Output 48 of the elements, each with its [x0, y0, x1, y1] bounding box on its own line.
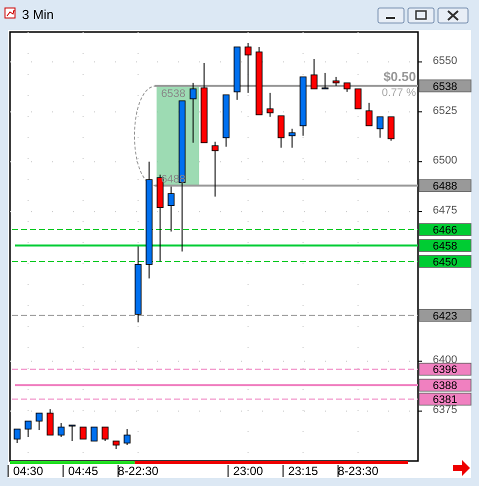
candlestick — [36, 412, 43, 431]
candlestick — [14, 428, 21, 444]
candlestick — [376, 116, 384, 138]
ref-line-label: 6388 — [432, 380, 458, 392]
candlestick — [168, 186, 175, 232]
candlestick — [124, 428, 131, 446]
ref-line-label: 6466 — [432, 224, 458, 237]
candlestick — [58, 422, 65, 438]
ref-line-label: 6458 — [432, 240, 458, 252]
annotation: 6538 — [161, 88, 186, 100]
ref-line-label: 6381 — [432, 394, 458, 406]
candlestick — [46, 408, 54, 436]
y-tick-label: 6400 — [432, 354, 458, 366]
ref-line-label: 6488 — [432, 180, 458, 193]
ref-line-label: 6538 — [432, 80, 458, 93]
candlestick — [278, 115, 285, 148]
y-tick-label: 6475 — [432, 204, 458, 217]
candlestick — [266, 92, 274, 118]
y-tick-label: 6375 — [432, 404, 458, 416]
candlestick — [388, 116, 394, 142]
candlestick — [212, 141, 219, 198]
x-tick-label: 8-22:30 — [118, 464, 159, 478]
y-tick-label: 6525 — [432, 104, 458, 117]
candlestick — [90, 426, 98, 442]
annotation: 0.77 % — [382, 86, 416, 99]
candlestick — [310, 58, 318, 90]
y-tick-label: 6500 — [432, 154, 458, 167]
x-tick-label: 23:15 — [288, 464, 318, 478]
ref-line-label: 6396 — [432, 364, 458, 376]
candlestick — [354, 88, 362, 110]
candlestick — [68, 424, 76, 442]
annotation: $0.50 — [383, 68, 416, 84]
y-tick-label: 6550 — [432, 54, 458, 67]
candlestick — [190, 82, 197, 144]
chart-title: 3 Min — [22, 7, 54, 22]
candlestick — [102, 426, 109, 442]
candlestick — [80, 426, 87, 440]
candlestick — [24, 420, 32, 438]
x-tick-label: 04:30 — [13, 464, 44, 478]
candlestick — [366, 102, 372, 126]
ref-line-label: 6450 — [432, 256, 458, 268]
candlestick — [322, 72, 328, 90]
candlestick — [288, 128, 296, 148]
x-tick-label: 04:45 — [68, 464, 98, 478]
candlestick — [244, 42, 252, 94]
ref-line-label: 6423 — [432, 310, 458, 322]
x-tick-label: 23:00 — [233, 464, 264, 478]
x-tick-label: 8-23:30 — [338, 464, 379, 478]
